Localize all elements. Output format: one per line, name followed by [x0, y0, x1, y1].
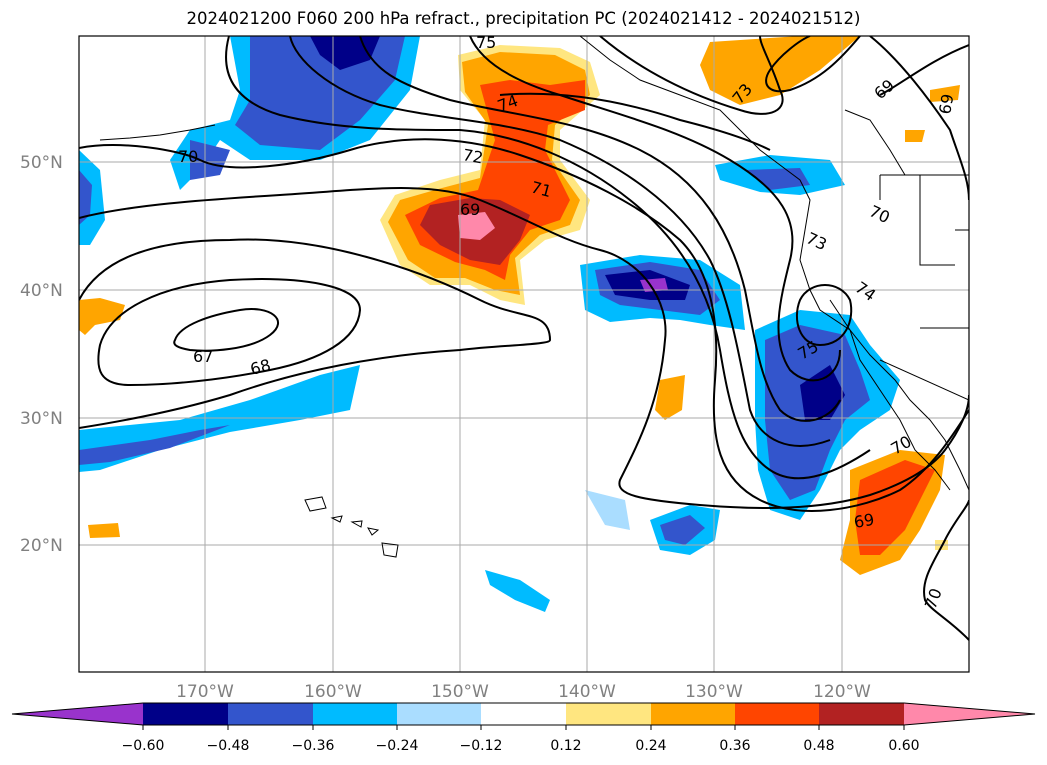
lon-label: 120°W: [813, 682, 871, 702]
lat-label: 40°N: [20, 281, 63, 301]
colorbar-segment: [566, 703, 651, 725]
gridlines: [79, 36, 969, 672]
colorbar: −0.60 −0.48 −0.36 −0.24 −0.12 0.12 0.24 …: [11, 702, 1036, 754]
colorbar-label: 0.48: [803, 738, 834, 754]
precip-pos-region: [905, 130, 925, 142]
refractivity-contours: [79, 36, 969, 641]
contour-label: 70: [178, 147, 198, 166]
coastline: [99, 124, 216, 141]
colorbar-label: −0.12: [460, 738, 503, 754]
contour-line: [79, 238, 552, 429]
contour-label: 75: [476, 33, 496, 52]
precip-neg-region: [79, 150, 105, 245]
contour-label: 67: [193, 347, 213, 366]
contour-label: 69: [935, 92, 957, 115]
chart-title: 2024021200 F060 200 hPa refract., precip…: [186, 9, 861, 28]
colorbar-segment: [143, 703, 228, 725]
colorbar-ticks: [142, 725, 905, 730]
hawaii-island: [367, 527, 380, 536]
colorbar-segment: [228, 703, 313, 725]
contour-line: [499, 92, 771, 151]
contour-line: [79, 187, 969, 509]
precip-pos-region: [79, 298, 125, 335]
precip-neg-region: [79, 425, 230, 465]
precip-neg-region: [79, 170, 92, 225]
colorbar-segment: [819, 703, 904, 725]
colorbar-label: 0.24: [635, 738, 666, 754]
precip-neg-region: [485, 570, 550, 612]
hawaii-island: [330, 515, 343, 523]
contour-line: [869, 36, 969, 201]
precip-neg-region: [800, 365, 845, 420]
precip-pos-region: [458, 212, 495, 240]
contour-line: [599, 36, 784, 115]
contour-line: [289, 36, 831, 447]
coastline: [879, 174, 969, 401]
precip-pos-region: [930, 85, 960, 102]
contour-line: [225, 36, 871, 480]
colorbar-segment: [651, 703, 735, 725]
contour-line: [469, 36, 841, 382]
precip-neg-region: [585, 490, 630, 530]
colorbar-segment: [735, 703, 819, 725]
lon-label: 140°W: [558, 682, 616, 702]
coastline: [829, 299, 951, 491]
precip-neg-region: [745, 168, 810, 190]
hawaii-island: [381, 542, 399, 558]
colorbar-segment: [313, 703, 397, 725]
hawaii-island: [350, 520, 363, 528]
precip-pos-region: [88, 523, 120, 538]
contour-label: 69: [852, 510, 875, 532]
lon-label: 130°W: [685, 682, 743, 702]
contour-label: 69: [460, 200, 480, 219]
colorbar-label: −0.60: [122, 738, 165, 754]
coastline: [579, 36, 969, 491]
longitude-labels: 170°W 160°W 150°W 140°W 130°W 120°W: [176, 682, 871, 702]
lon-label: 160°W: [304, 682, 362, 702]
precip-neg-region: [660, 515, 705, 545]
map-frame: [78, 35, 970, 673]
colorbar-extend-low: [12, 703, 143, 725]
precip-pos-region: [655, 375, 685, 420]
contour-line: [795, 284, 853, 347]
hawaii-island: [304, 496, 327, 512]
contour-line: [359, 36, 841, 422]
contour-line: [879, 44, 969, 96]
colorbar-label: −0.36: [292, 738, 335, 754]
colorbar-segment: [481, 703, 566, 725]
contour-line: [765, 36, 861, 93]
colorbar-label: 0.12: [550, 738, 581, 754]
precip-pos-region: [855, 460, 935, 555]
lat-label: 30°N: [20, 409, 63, 429]
coastline: [844, 109, 906, 176]
colorbar-label: 0.60: [888, 738, 919, 754]
contour-line: [923, 499, 969, 641]
precip-pos-region: [700, 36, 860, 105]
colorbar-label: −0.24: [376, 738, 419, 754]
colorbar-label: 0.36: [719, 738, 750, 754]
lat-label: 20°N: [20, 536, 63, 556]
contour-label: 72: [461, 145, 484, 167]
colorbar-label: −0.48: [207, 738, 250, 754]
precip-neg-region: [190, 140, 230, 180]
colorbar-segment: [397, 703, 481, 725]
lon-label: 170°W: [176, 682, 234, 702]
contour-line: [173, 308, 279, 352]
latitude-labels: 50°N 40°N 30°N 20°N: [20, 153, 63, 556]
coastlines: [99, 36, 969, 558]
colorbar-extend-high: [904, 703, 1035, 725]
lon-label: 150°W: [431, 682, 489, 702]
precip-neg-region: [235, 36, 405, 150]
contour-line: [97, 278, 362, 387]
contour-label: 68: [248, 355, 273, 379]
lat-label: 50°N: [20, 153, 63, 173]
contour-line: [79, 138, 969, 512]
contour-label: 71: [529, 178, 554, 202]
